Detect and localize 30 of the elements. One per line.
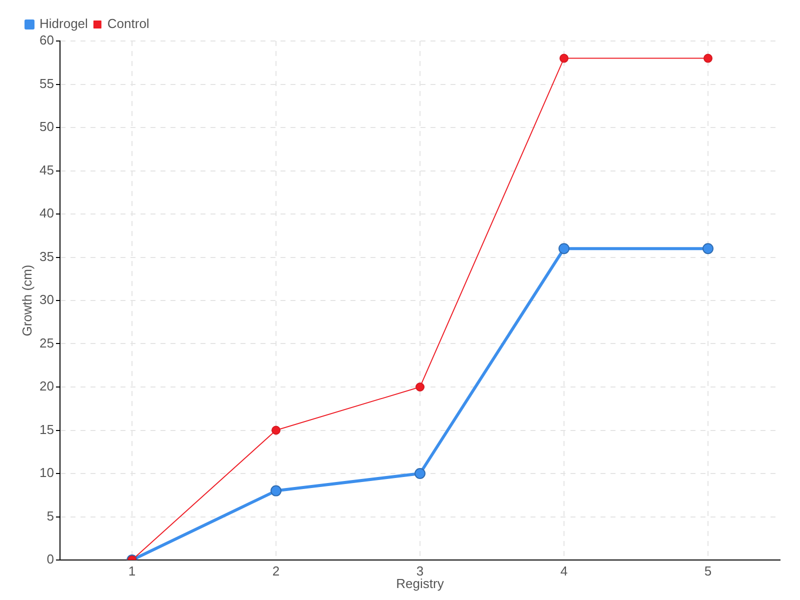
y-tick-label: 60 (40, 32, 54, 48)
y-tick-label: 20 (40, 378, 54, 394)
y-tick-label: 45 (40, 162, 54, 178)
y-tick-label: 5 (46, 508, 54, 524)
y-tick-label: 15 (40, 422, 54, 437)
y-tick-label: 50 (40, 119, 54, 134)
legend-label: Hidrogel (40, 16, 88, 32)
point (560, 54, 568, 63)
point (702, 243, 714, 254)
x-tick-label: 1 (128, 563, 136, 578)
point (272, 426, 280, 435)
point (270, 485, 282, 496)
y-tick-label: 25 (40, 335, 54, 350)
y-axis-title: Growth (cm) (19, 264, 34, 336)
x-tick-label: 3 (416, 563, 424, 578)
y-tick-label: 40 (40, 206, 54, 221)
y-tick-label: 35 (40, 248, 54, 264)
point (558, 243, 570, 254)
x-tick-label: 4 (560, 563, 568, 578)
y-tick-label: 30 (40, 292, 54, 308)
point (414, 468, 426, 479)
point (704, 54, 712, 63)
point (416, 382, 424, 392)
y-tick-label: 10 (40, 465, 54, 480)
y-tick-label: 0 (46, 552, 54, 567)
x-tick-label: 2 (272, 563, 280, 578)
y-tick-label: 55 (40, 76, 54, 91)
x-tick-label: 5 (704, 563, 712, 578)
legend-label: Control (107, 16, 150, 32)
x-axis-title: Registry (396, 576, 444, 591)
